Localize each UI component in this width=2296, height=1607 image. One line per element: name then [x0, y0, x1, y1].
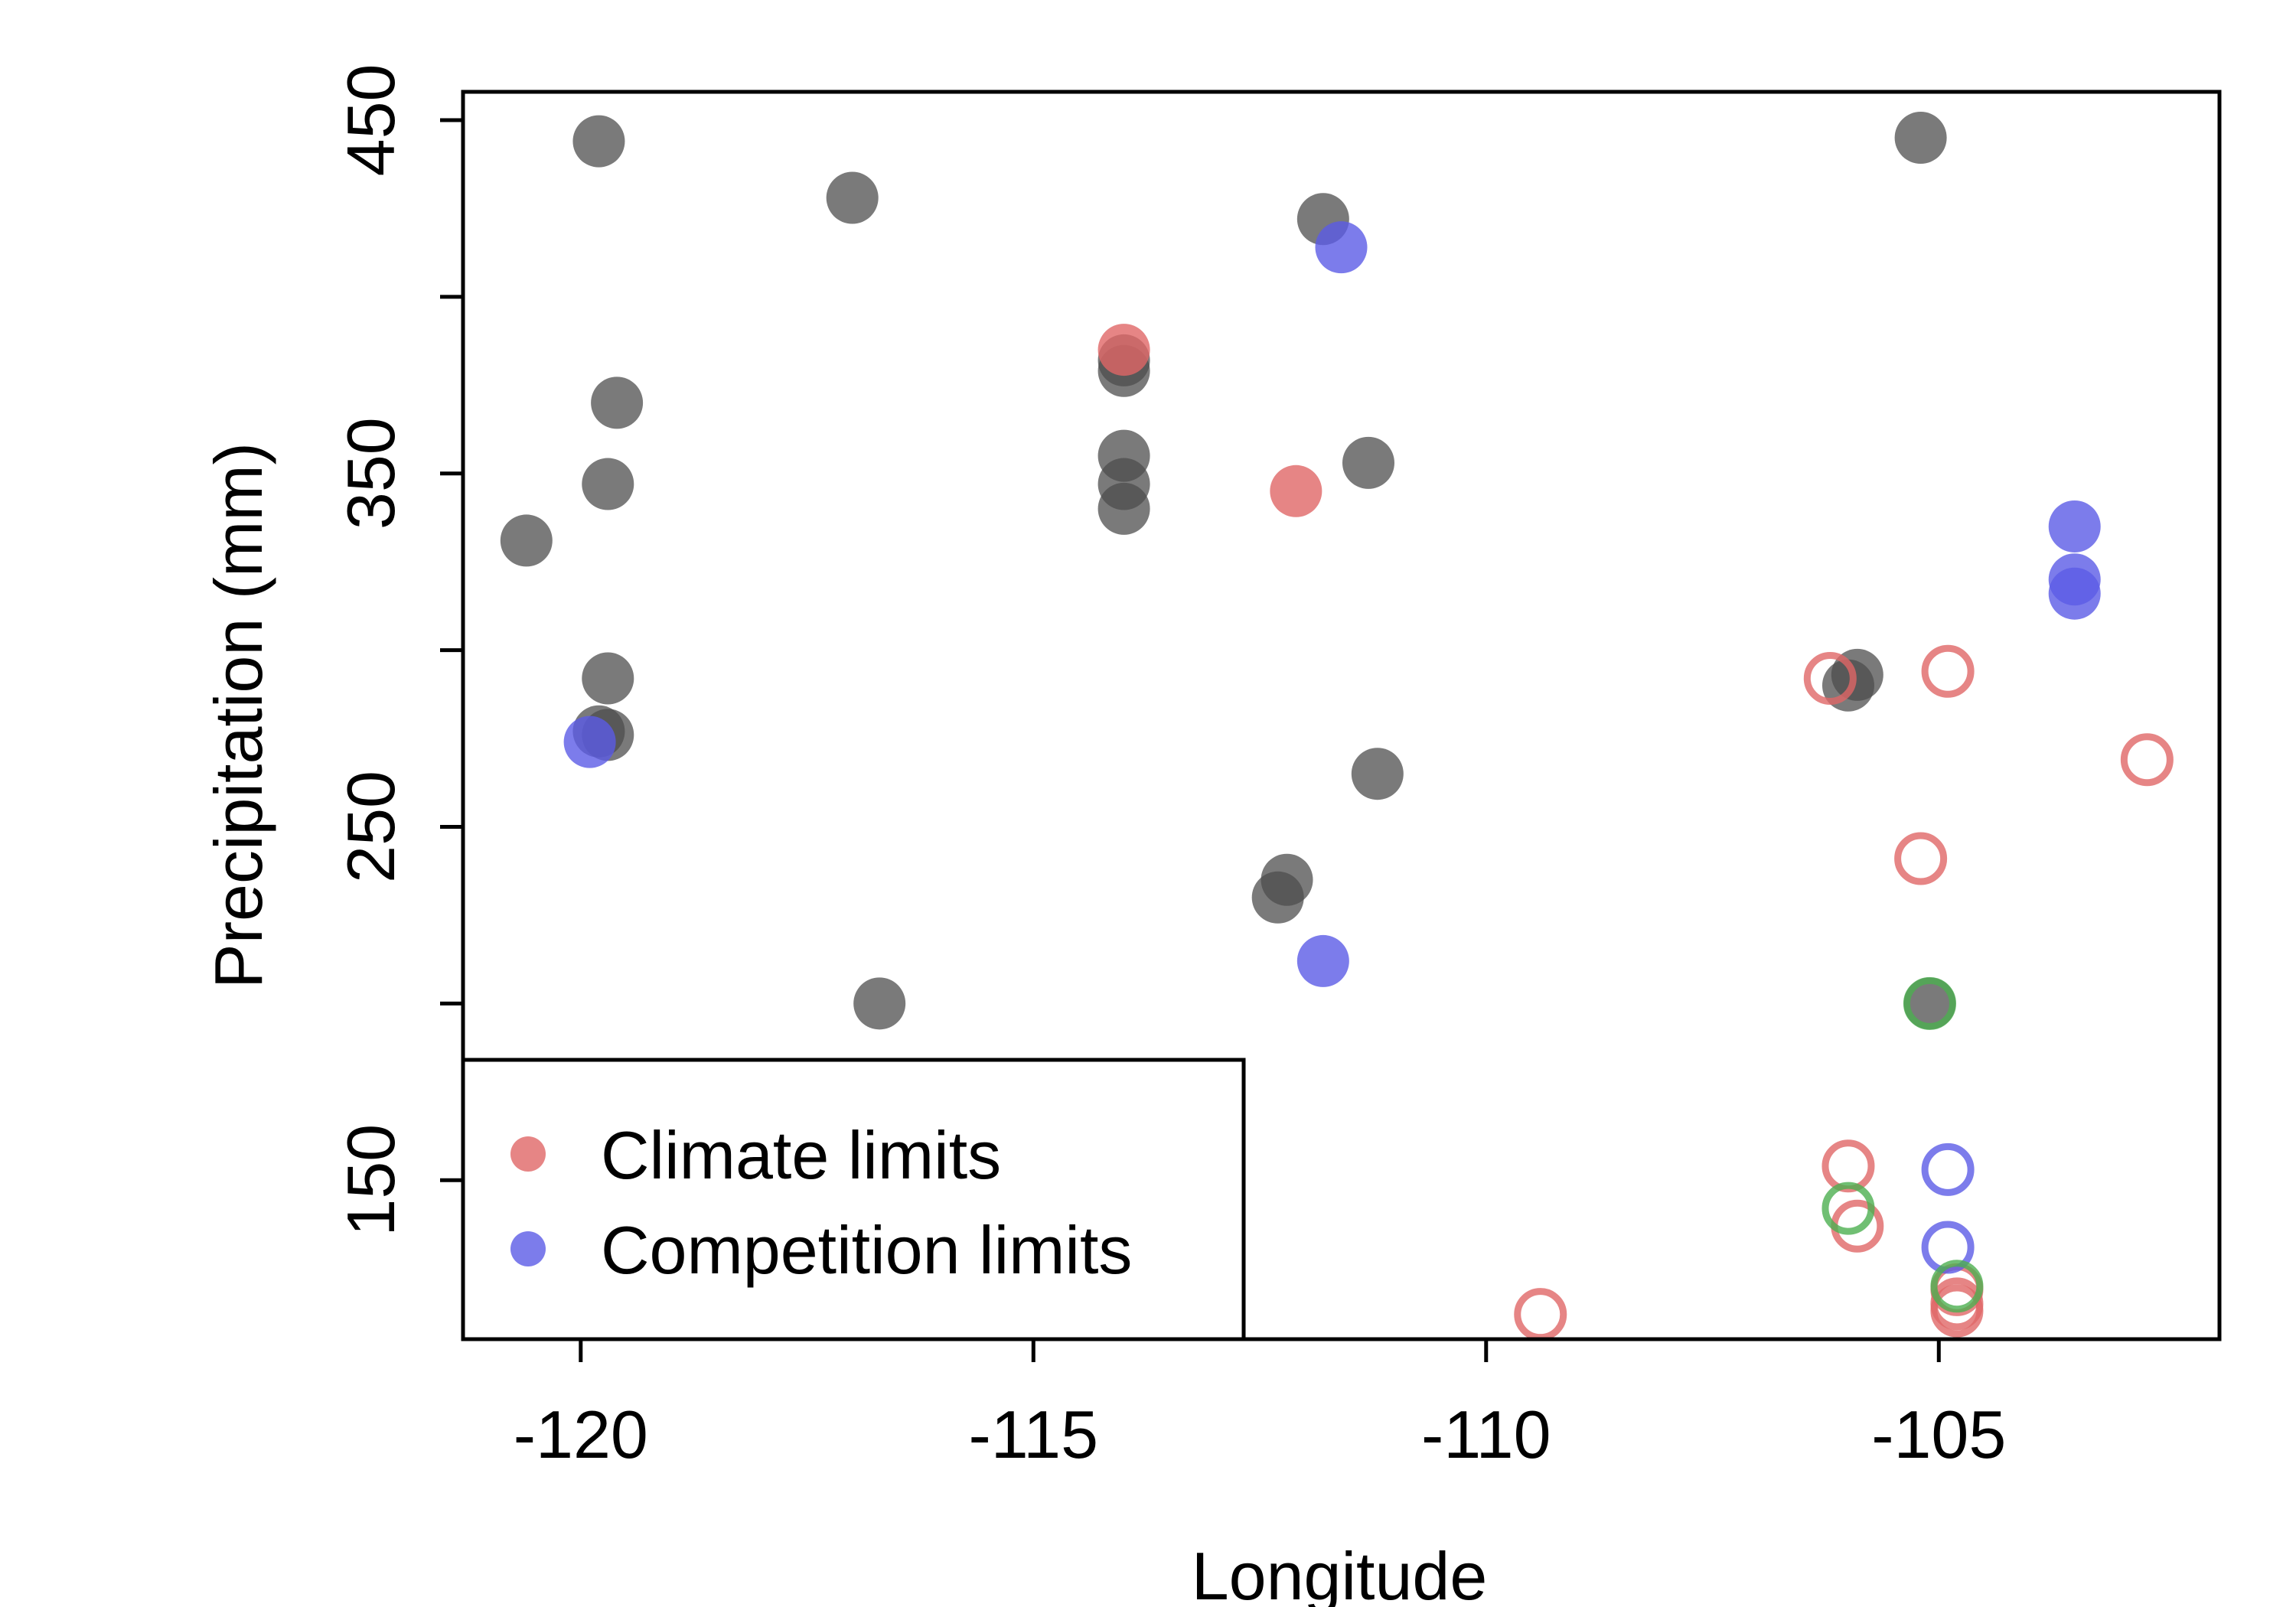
data-point-none-filled	[826, 171, 879, 224]
y-tick-label: 150	[333, 1124, 409, 1237]
legend-climate-marker	[510, 1136, 546, 1172]
legend-box	[461, 1058, 1246, 1341]
data-point-climate-open	[1921, 644, 1975, 698]
data-point-both-open	[1821, 1182, 1875, 1235]
data-point-climate-filled	[1097, 324, 1150, 376]
data-point-climate-open	[1514, 1288, 1567, 1341]
data-point-competition-open	[1921, 1143, 1975, 1196]
y-axis: 150 250 350 450	[333, 64, 465, 1237]
x-axis-title: Longitude	[1192, 1538, 1488, 1607]
data-point-competition-filled	[2048, 567, 2101, 620]
data-point-none-filled	[1342, 436, 1394, 489]
legend: Climate limits Competition limits	[461, 1058, 1246, 1341]
data-point-competition-filled	[1315, 221, 1368, 274]
legend-climate-label: Climate limits	[601, 1117, 1001, 1193]
x-tick-label: -105	[1871, 1397, 2006, 1472]
data-point-climate-filled	[1270, 464, 1322, 517]
data-point-none-filled	[1903, 977, 1956, 1030]
data-point-none-filled	[582, 652, 634, 705]
y-tick-label: 450	[333, 64, 409, 177]
data-point-both-open	[1903, 976, 1956, 1030]
y-tick-label: 350	[333, 417, 409, 530]
data-point-none-filled	[591, 376, 644, 429]
data-point-climate-open	[1821, 1139, 1875, 1193]
data-point-climate-open	[1803, 652, 1857, 706]
data-point-climate-open	[1894, 832, 1948, 885]
data-point-competition-open	[1921, 1221, 1975, 1274]
data-point-none-filled	[572, 115, 625, 168]
points-layer	[500, 112, 2174, 1341]
data-point-competition-filled	[1296, 934, 1349, 987]
legend-competition-marker	[510, 1231, 546, 1266]
data-point-none-filled	[1351, 748, 1404, 800]
data-point-none-filled	[853, 977, 906, 1030]
y-axis-title: Precipitation (mm)	[201, 442, 276, 989]
data-point-climate-open	[1930, 1284, 1984, 1338]
y-tick-label: 250	[333, 771, 409, 883]
data-point-both-open	[1930, 1260, 1984, 1313]
data-point-none-filled	[1097, 482, 1150, 535]
x-tick-label: -110	[1421, 1397, 1551, 1472]
data-point-competition-filled	[2048, 500, 2101, 553]
x-tick-label: -120	[514, 1397, 648, 1472]
data-point-none-filled	[582, 458, 634, 510]
legend-competition-label: Competition limits	[601, 1212, 1132, 1288]
data-point-none-filled	[1251, 871, 1304, 924]
data-point-competition-filled	[563, 715, 616, 768]
x-tick-label: -115	[968, 1397, 1098, 1472]
data-point-none-filled	[1894, 112, 1947, 165]
data-point-none-filled	[500, 514, 553, 567]
data-point-climate-open	[2120, 733, 2174, 787]
x-axis: -120 -115 -110 -105	[514, 1337, 2006, 1472]
